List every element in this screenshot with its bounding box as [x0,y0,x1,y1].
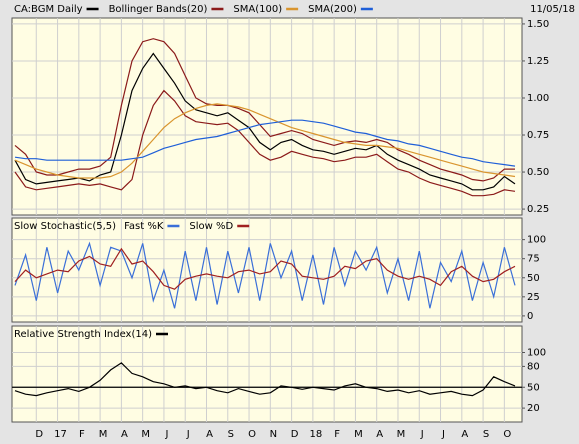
series-line [14,38,515,182]
x-tick-label: A [121,429,128,440]
legend-label: CA:BGM Daily [14,4,83,15]
x-tick-label: S [228,429,234,440]
y-tick-label: 50 [527,382,540,393]
series-line [14,362,516,397]
y-tick-label: 1.50 [527,19,549,30]
x-tick-label: M [141,429,150,440]
y-tick-label: 0.75 [527,130,549,141]
x-tick-label: A [206,429,213,440]
series-line [14,52,516,191]
y-tick-label: 100 [527,235,546,246]
x-tick-label: J [186,429,190,440]
x-tick-label: N [270,429,277,440]
panel [11,325,523,423]
y-tick-label: 20 [527,403,540,414]
x-tick-label: J [441,429,445,440]
x-tick-label: O [248,429,256,440]
y-tick-label: 0.25 [527,204,549,215]
legend-label: Slow %D [189,221,233,232]
date-label: 11/05/18 [530,4,575,15]
y-tick-label: 50 [527,273,540,284]
legend-label: Fast %K [124,221,164,232]
x-tick-label: J [164,429,168,440]
panel [11,217,523,323]
x-tick-label: F [79,429,85,440]
y-tick-label: 0.50 [527,167,549,178]
y-tick-label: 75 [527,254,540,265]
series-line [14,119,516,167]
legend-label: SMA(100) [233,4,282,15]
x-tick-label: S [483,429,489,440]
series-line [14,103,516,179]
x-tick-label: D [35,429,43,440]
series-line [14,89,516,197]
x-tick-label: 17 [54,429,67,440]
legend-label: Bollinger Bands(20) [109,4,208,15]
y-tick-label: 0 [527,311,533,322]
x-tick-label: M [354,429,363,440]
y-tick-label: 25 [527,292,540,303]
x-tick-label: D [291,429,299,440]
x-tick-label: J [420,429,424,440]
legend-label: Relative Strength Index(14) [14,329,152,340]
x-tick-label: M [99,429,108,440]
x-tick-label: F [334,429,340,440]
series-line [14,247,516,290]
x-tick-label: A [461,429,468,440]
x-tick-label: O [503,429,511,440]
x-tick-label: A [376,429,383,440]
legend-label: SMA(200) [308,4,357,15]
x-tick-label: M [397,429,406,440]
y-tick-label: 80 [527,361,540,372]
panel [11,17,523,216]
panel-title: Slow Stochastic(5,5) [14,221,116,232]
y-tick-label: 1.00 [527,93,549,104]
y-tick-label: 100 [527,348,546,359]
y-tick-label: 1.25 [527,56,549,67]
series-line [14,241,516,309]
x-tick-label: 18 [310,429,323,440]
